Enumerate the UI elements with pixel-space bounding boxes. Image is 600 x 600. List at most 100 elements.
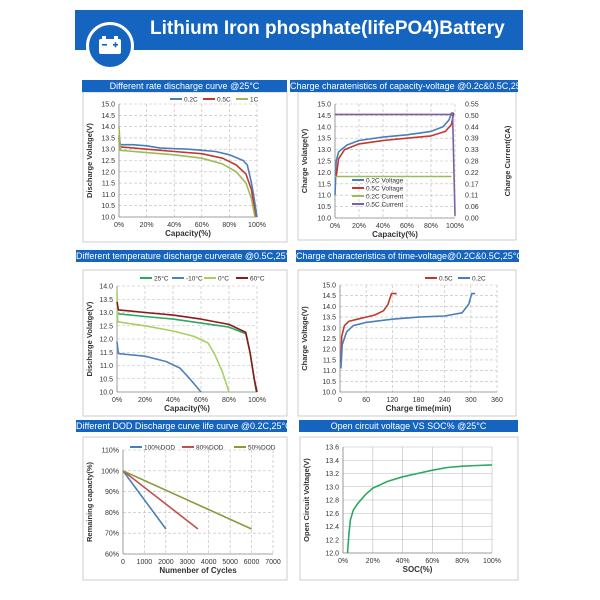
y-tick-label: 15.0 [322, 283, 336, 290]
series-line-100-dod [122, 470, 167, 530]
y-tick-label: 12.0 [317, 170, 331, 177]
y-tick-label: 11.5 [323, 357, 336, 364]
x-axis-label: Charge time(min) [386, 404, 452, 413]
x-tick-label: 7000 [265, 559, 281, 566]
y-tick-label: 15.0 [317, 102, 331, 109]
legend-label: 50%DOD [248, 445, 276, 452]
x-tick-label: 60% [194, 397, 208, 404]
y-tick-label: 10.0 [322, 390, 336, 397]
chart-3 [82, 269, 288, 417]
x-tick-label: 6000 [244, 559, 260, 566]
x-tick-label: 4000 [201, 559, 217, 566]
chart-title: Different temperature discharge curverat… [76, 250, 287, 262]
series-line-0-5c-voltage [335, 112, 455, 178]
chart-5 [82, 436, 288, 581]
x-tick-label: 100% [248, 222, 266, 229]
legend-label: 0.2C Current [366, 194, 403, 201]
y-tick-label: 11.5 [102, 181, 115, 188]
y-tick-label: 15.0 [101, 102, 115, 109]
x-tick-label: 2000 [158, 559, 174, 566]
y-axis-label: Remaining capacty(%) [85, 461, 94, 542]
chart-title: Different rate discharge curve @25°C [82, 80, 287, 92]
x-tick-label: 0 [121, 559, 125, 566]
y-tick-label: 10.5 [317, 204, 331, 211]
y2-tick-label: 0.33 [465, 147, 479, 154]
series-line-80-dod [122, 470, 199, 530]
x-tick-label: 20% [140, 222, 154, 229]
y-tick-label: 10.5 [101, 203, 115, 210]
legend-label: 0.5C [217, 97, 231, 104]
y-tick-label: 14.5 [101, 113, 115, 120]
legend-label: 0.2C Voltage [366, 178, 404, 185]
y2-tick-label: 0.22 [465, 170, 479, 177]
y-tick-label: 13.0 [322, 325, 336, 332]
y-tick-label: 13.0 [317, 147, 331, 154]
y-tick-label: 13.0 [99, 310, 113, 317]
y-tick-label: 70% [105, 531, 119, 538]
x-tick-label: 60 [362, 397, 370, 404]
y-tick-label: 10.5 [99, 376, 113, 383]
x-tick-label: 100% [248, 397, 266, 404]
y-tick-label: 13.5 [101, 135, 115, 142]
x-tick-label: 1000 [137, 559, 153, 566]
x-tick-label: 360 [491, 397, 503, 404]
legend-label: 0.2C [472, 276, 486, 283]
chart-frame [82, 436, 288, 581]
y-tick-label: 12.4 [325, 524, 339, 531]
legend-label: 25°C [154, 275, 169, 283]
legend-label: 100%DOD [144, 445, 175, 452]
x-axis-label: Capacity(%) [164, 404, 210, 413]
legend-label: 0.5C Current [366, 202, 403, 209]
chart-frame [82, 269, 288, 417]
x-tick-label: 40% [376, 223, 390, 230]
x-tick-label: 180 [413, 397, 425, 404]
y-tick-label: 100% [101, 468, 119, 475]
y-tick-label: 11.0 [323, 368, 336, 375]
x-tick-label: 80% [424, 223, 438, 230]
x-tick-label: 120 [386, 397, 398, 404]
y-tick-label: 14.0 [317, 124, 331, 131]
x-tick-label: 0% [112, 397, 122, 404]
page-header: Lithium Iron phosphate(lifePO4)Battery [75, 10, 523, 70]
y-tick-label: 11.0 [102, 192, 115, 199]
y-tick-label: 13.5 [99, 297, 113, 304]
x-tick-label: 80% [222, 222, 236, 229]
y-tick-label: 11.5 [100, 350, 113, 357]
chart-title: Open circuit voltage VS SOC% @25°C [299, 420, 518, 432]
y2-tick-label: 0.11 [465, 193, 478, 200]
y-axis-label: Charge Voltage(V) [300, 306, 309, 371]
x-tick-label: 40% [396, 558, 410, 565]
x-axis-label: SOC(%) [403, 565, 433, 574]
y-tick-label: 10.0 [99, 390, 113, 397]
y2-tick-label: 0.17 [465, 181, 479, 188]
y-tick-label: 12.5 [99, 323, 113, 330]
y-tick-label: 13.5 [317, 136, 331, 143]
x-tick-label: 20% [366, 558, 380, 565]
y-tick-label: 90% [105, 489, 119, 496]
y-tick-label: 13.4 [325, 458, 339, 465]
x-tick-label: 3000 [179, 559, 195, 566]
legend-label: 0.5C [439, 276, 453, 283]
x-axis-label: Capacity(%) [372, 230, 418, 239]
y-axis-label: Charge Volatge(V) [300, 128, 309, 193]
legend-label: 0.2C [184, 97, 198, 104]
x-tick-label: 300 [465, 397, 477, 404]
chart-6 [299, 436, 519, 581]
y-axis-label: Discharge Volatge(V) [85, 301, 94, 376]
y2-axis-label: Charge Current(CA) [503, 125, 512, 196]
series-line-60-c [116, 301, 258, 393]
y-axis-label: Discharge Volatge(V) [85, 123, 94, 198]
y-tick-label: 60% [105, 552, 119, 559]
x-tick-label: 20% [138, 397, 152, 404]
y2-tick-label: 0.39 [465, 136, 479, 143]
y-tick-label: 12.5 [322, 336, 336, 343]
x-tick-label: 0% [114, 222, 124, 229]
series-line-1c [118, 126, 256, 218]
y-tick-label: 11.0 [100, 363, 113, 370]
y-tick-label: 13.6 [325, 445, 339, 452]
legend-label: 60°C [250, 275, 265, 283]
series-line-0-5c [118, 137, 257, 218]
battery-icon [86, 22, 134, 70]
chart-title: Different DOD Discharge curve life curve… [76, 420, 287, 432]
